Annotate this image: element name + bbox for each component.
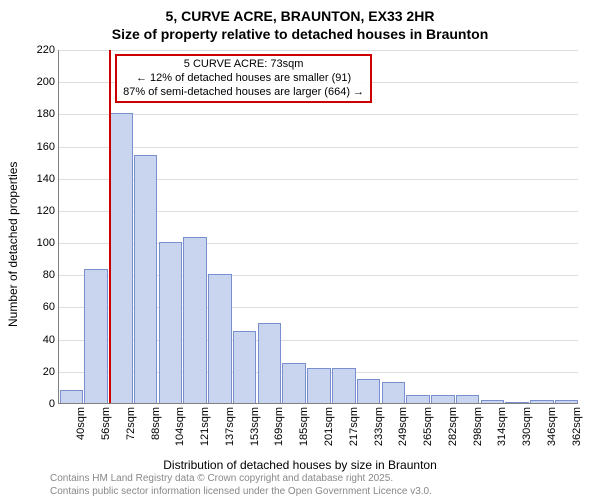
reference-annotation-box: 5 CURVE ACRE: 73sqm ← 12% of detached ho… xyxy=(115,54,372,103)
histogram-bar xyxy=(282,363,306,403)
histogram-bar xyxy=(505,402,529,403)
annotation-line2: ← 12% of detached houses are smaller (91… xyxy=(123,72,364,86)
x-tick-label: 104sqm xyxy=(174,407,186,446)
x-tick-label: 40sqm xyxy=(75,407,87,440)
footnote-line1: Contains HM Land Registry data © Crown c… xyxy=(50,473,590,486)
x-tick-label: 314sqm xyxy=(496,407,508,446)
y-tick-label: 40 xyxy=(43,334,55,346)
histogram-bar xyxy=(60,390,84,403)
histogram-bar xyxy=(159,242,183,403)
x-tick-label: 298sqm xyxy=(472,407,484,446)
x-tick-label: 137sqm xyxy=(224,407,236,446)
x-tick-label: 346sqm xyxy=(546,407,558,446)
annotation-line1: 5 CURVE ACRE: 73sqm xyxy=(123,58,364,72)
y-tick-label: 100 xyxy=(37,237,55,249)
plot-area: 02040608010012014016018020022040sqm56sqm… xyxy=(58,50,578,404)
histogram-bar xyxy=(555,400,579,403)
x-tick-label: 282sqm xyxy=(447,407,459,446)
histogram-bar xyxy=(109,113,133,403)
histogram-bar xyxy=(530,400,554,403)
gridline xyxy=(59,114,578,115)
x-tick-label: 265sqm xyxy=(422,407,434,446)
histogram-bar xyxy=(382,382,406,403)
x-tick-label: 330sqm xyxy=(521,407,533,446)
histogram-bar xyxy=(481,400,505,403)
y-tick-label: 140 xyxy=(37,173,55,185)
histogram-bar xyxy=(307,368,331,403)
footnote-line2: Contains public sector information licen… xyxy=(50,486,590,499)
y-tick-label: 200 xyxy=(37,76,55,88)
histogram-bar xyxy=(258,323,282,403)
x-tick-label: 185sqm xyxy=(298,407,310,446)
chart-title-line2: Size of property relative to detached ho… xyxy=(0,26,600,42)
x-tick-label: 217sqm xyxy=(348,407,360,446)
histogram-bar xyxy=(357,379,381,403)
annotation-line3: 87% of semi-detached houses are larger (… xyxy=(123,86,364,100)
histogram-bar xyxy=(134,155,158,403)
y-tick-label: 80 xyxy=(43,269,55,281)
y-axis-label: Number of detached properties xyxy=(6,162,20,327)
x-tick-label: 362sqm xyxy=(571,407,583,446)
histogram-bar xyxy=(183,237,207,403)
x-tick-label: 169sqm xyxy=(273,407,285,446)
x-tick-label: 201sqm xyxy=(323,407,335,446)
histogram-bar xyxy=(208,274,232,403)
histogram-bar xyxy=(233,331,257,403)
y-tick-label: 60 xyxy=(43,301,55,313)
histogram-bar xyxy=(406,395,430,403)
y-tick-label: 160 xyxy=(37,141,55,153)
x-axis-label: Distribution of detached houses by size … xyxy=(0,458,600,472)
chart-container: { "titles": { "line1": "5, CURVE ACRE, B… xyxy=(0,0,600,500)
y-tick-label: 120 xyxy=(37,205,55,217)
y-tick-label: 180 xyxy=(37,108,55,120)
histogram-bar xyxy=(332,368,356,403)
x-tick-label: 88sqm xyxy=(150,407,162,440)
y-tick-label: 0 xyxy=(49,398,55,410)
chart-title-line1: 5, CURVE ACRE, BRAUNTON, EX33 2HR xyxy=(0,8,600,24)
gridline xyxy=(59,50,578,51)
histogram-bar xyxy=(84,269,108,403)
x-tick-label: 121sqm xyxy=(199,407,211,446)
x-tick-label: 56sqm xyxy=(100,407,112,440)
histogram-bar xyxy=(431,395,455,403)
x-tick-label: 72sqm xyxy=(125,407,137,440)
histogram-bar xyxy=(456,395,480,403)
x-tick-label: 249sqm xyxy=(397,407,409,446)
y-tick-label: 220 xyxy=(37,44,55,56)
y-tick-label: 20 xyxy=(43,366,55,378)
footnote: Contains HM Land Registry data © Crown c… xyxy=(50,473,590,498)
x-tick-label: 153sqm xyxy=(249,407,261,446)
x-tick-label: 233sqm xyxy=(373,407,385,446)
reference-line xyxy=(109,50,111,403)
gridline xyxy=(59,147,578,148)
